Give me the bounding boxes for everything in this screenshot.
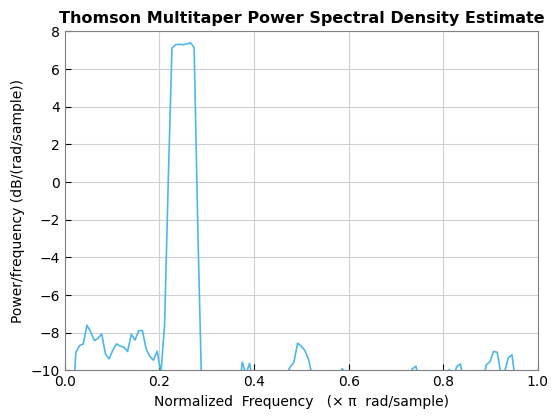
Y-axis label: Power/frequency (dB/(rad/sample)): Power/frequency (dB/(rad/sample)) bbox=[11, 79, 25, 323]
X-axis label: Normalized  Frequency   (× π  rad/sample): Normalized Frequency (× π rad/sample) bbox=[154, 395, 449, 409]
Title: Thomson Multitaper Power Spectral Density Estimate: Thomson Multitaper Power Spectral Densit… bbox=[59, 11, 544, 26]
